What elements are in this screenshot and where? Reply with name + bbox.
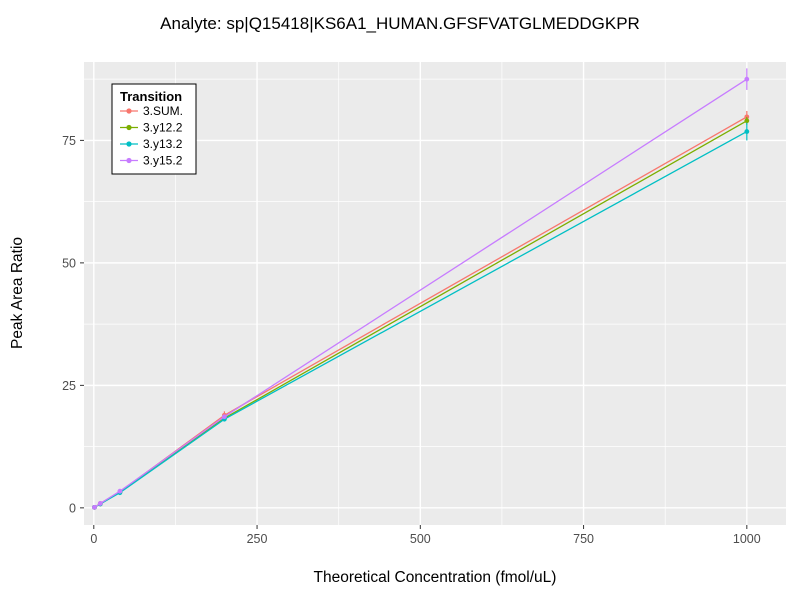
data-point-3.y15.2	[92, 504, 97, 510]
x-tick-label: 250	[247, 532, 268, 546]
y-tick-label: 75	[62, 134, 76, 148]
legend-key-point-3.y12.2	[126, 124, 132, 131]
plot-panel	[84, 62, 786, 525]
legend-label-3.y12.2: 3.y12.2	[143, 121, 183, 135]
chart-title: Analyte: sp|Q15418|KS6A1_HUMAN.GFSFVATGL…	[160, 14, 640, 33]
legend-label-3.y15.2: 3.y15.2	[143, 154, 183, 168]
legend-key-point-3.y15.2	[126, 157, 132, 164]
legend-key-point-3.SUM.	[126, 108, 132, 114]
legend-label-3.SUM.: 3.SUM.	[143, 104, 183, 118]
legend-key-point-3.y13.2	[126, 141, 132, 147]
x-tick-label: 1000	[733, 532, 761, 546]
y-axis-label: Peak Area Ratio	[9, 237, 26, 349]
x-tick-label: 0	[90, 532, 97, 546]
data-point-3.y15.2	[117, 488, 123, 494]
legend-label-3.y13.2: 3.y13.2	[143, 137, 183, 151]
legend-box	[111, 83, 197, 175]
data-point-3.y13.2	[744, 129, 750, 134]
data-point-3.y15.2	[222, 414, 227, 420]
y-tick-label: 25	[62, 379, 76, 393]
x-axis-label: Theoretical Concentration (fmol/uL)	[314, 569, 557, 586]
y-tick-label: 0	[69, 501, 76, 515]
x-tick-label: 750	[573, 532, 594, 546]
data-point-3.y15.2	[97, 501, 103, 506]
legend-title: Transition	[120, 89, 182, 104]
data-point-3.y15.2	[744, 76, 750, 82]
x-tick-label: 500	[410, 532, 431, 546]
y-tick-label: 50	[62, 256, 76, 270]
data-point-3.y12.2	[744, 118, 750, 124]
